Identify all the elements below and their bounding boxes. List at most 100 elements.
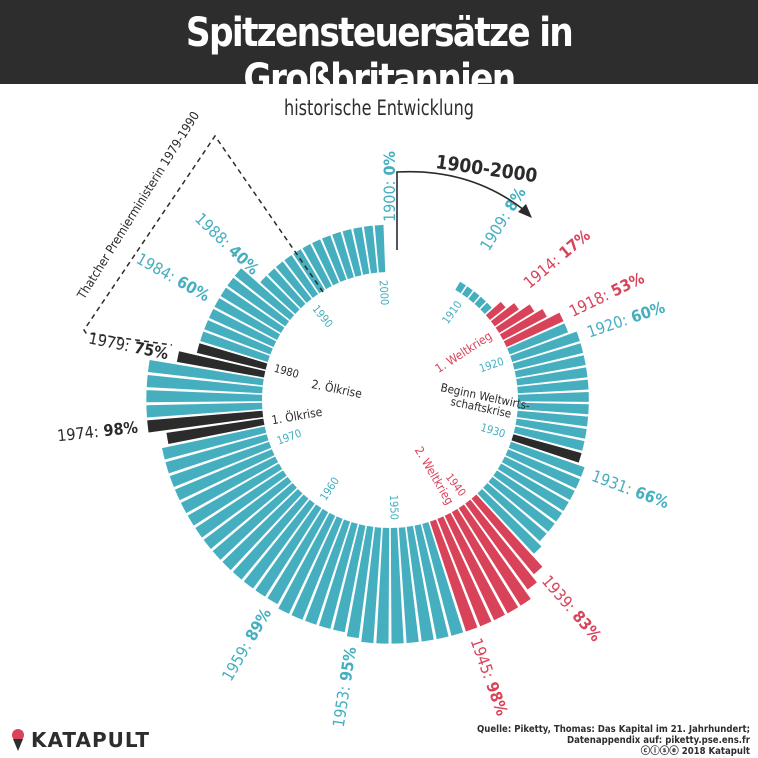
bar-1995 [322, 235, 347, 283]
bar-2000 [374, 224, 386, 273]
decade-label-1920: 1920 [478, 355, 506, 375]
bar-1924 [517, 379, 589, 394]
value-label-1953-part: 95% [335, 645, 360, 687]
decade-label-1910-part: 1910 [440, 298, 465, 326]
bar-1970 [169, 441, 272, 488]
bar-1998 [353, 227, 370, 275]
bar-1993 [302, 244, 332, 290]
source-line-1: Quelle: Piketty, Thomas: Das Kapital im … [477, 724, 750, 735]
value-label-1959-part: 89% [238, 605, 274, 649]
bar-1910 [461, 286, 473, 298]
bar-1958 [278, 512, 336, 614]
bar-1916 [495, 304, 535, 334]
value-label-1918-part: 53% [603, 268, 647, 302]
decade-label-1970: 1970 [275, 427, 303, 448]
bar-1963 [222, 488, 303, 571]
value-label-1939-part: 83% [566, 603, 606, 645]
header-bar [0, 0, 758, 84]
bar-1965 [203, 476, 292, 549]
bar-1915 [490, 303, 519, 327]
bar-1939 [471, 494, 543, 575]
bar-1987 [234, 268, 295, 321]
decade-label-2000: 2000 [377, 280, 392, 306]
logo-text: KATAPULT [31, 728, 150, 752]
range-label: 1900-2000 [434, 151, 538, 187]
catapult-icon [12, 729, 24, 751]
value-label-1974: 1974: 98% [56, 417, 139, 445]
value-label-1974-part: 98% [97, 417, 138, 440]
decade-label-1990: 1990 [309, 303, 335, 331]
bar-1999 [363, 225, 378, 274]
bar-1909 [455, 281, 466, 294]
event-label-part: 2. Ölkrise [310, 375, 364, 401]
bar-1923 [516, 367, 588, 386]
bar-1982 [204, 320, 273, 355]
value-label-1914-part: 17% [551, 225, 593, 265]
decade-label-2000-part: 2000 [377, 280, 392, 306]
bar-1980 [196, 343, 268, 370]
event-label: 2. Ölkrise [310, 375, 364, 401]
value-label-1979-part: 1979: [87, 328, 131, 355]
bar-1934 [497, 463, 569, 511]
source-line-3: ⓒⓘⓢⓔ 2018 Katapult [640, 746, 750, 757]
bar-1983 [208, 308, 277, 348]
decade-label-1960: 1960 [317, 475, 342, 503]
bar-1936 [488, 476, 555, 532]
value-label-1931: 1931: 66% [589, 466, 671, 512]
bar-1920 [510, 331, 580, 362]
value-label-1918-part: 1918: [566, 285, 612, 320]
value-label-1979-part: 75% [128, 336, 170, 363]
bar-1954 [333, 524, 366, 633]
bar-1946 [422, 522, 464, 636]
bar-1929 [513, 426, 585, 451]
bar-1960 [255, 504, 322, 597]
bar-1973 [166, 418, 265, 445]
value-label-1959: 1959: 89% [217, 605, 274, 684]
bar-1952 [361, 527, 382, 644]
decade-label-1950-part: 1950 [387, 495, 401, 521]
bar-1941 [458, 504, 531, 606]
bar-1967 [187, 463, 283, 526]
bar-1947 [414, 524, 449, 640]
value-label-1914: 1914: 17% [519, 225, 593, 292]
bar-1928 [515, 418, 587, 439]
source-line-2: Datenappendix auf: piketty.pse.ens.fr [566, 735, 750, 746]
bar-1991 [284, 255, 319, 298]
bar-1937 [483, 483, 547, 542]
bar-1969 [174, 449, 275, 501]
bar-1959 [267, 508, 329, 605]
value-label-1945: 1945: 98% [467, 635, 512, 718]
bar-1922 [514, 355, 586, 378]
bar-1950 [390, 527, 404, 644]
bar-1948 [406, 525, 434, 642]
bar-1981 [200, 331, 270, 362]
bar-1979 [176, 351, 266, 378]
bar-1957 [291, 516, 343, 620]
bar-1988 [260, 275, 300, 314]
bar-1972 [162, 426, 267, 460]
bar-1911 [468, 291, 480, 303]
bar-1919 [507, 323, 569, 355]
value-label-1953: 1953: 95% [328, 645, 359, 728]
decade-label-1930-part: 1930 [479, 421, 507, 441]
bar-1932 [505, 449, 581, 489]
value-label-1931-part: 1931: [589, 466, 635, 498]
decade-label-1960-part: 1960 [317, 475, 342, 503]
value-label-1945-part: 1945: [467, 635, 499, 680]
value-label-1909: 1909: 8% [476, 183, 530, 253]
value-label-1920-part: 1920: [584, 310, 629, 341]
bar-1964 [212, 483, 297, 560]
katapult-logo: KATAPULT [10, 728, 150, 752]
page-title: Spitzensteuersätze in Großbritannien [185, 10, 574, 102]
bar-1986 [227, 277, 290, 327]
bar-1913 [480, 302, 492, 314]
bar-1961 [243, 499, 315, 589]
bar-1977 [146, 375, 263, 394]
bar-1944 [437, 516, 492, 627]
bar-1912 [474, 296, 486, 309]
value-label-1984-part: 60% [170, 269, 214, 305]
bar-1990 [275, 261, 312, 303]
decade-label-1990-part: 1990 [309, 303, 335, 331]
bar-1914 [485, 301, 506, 321]
